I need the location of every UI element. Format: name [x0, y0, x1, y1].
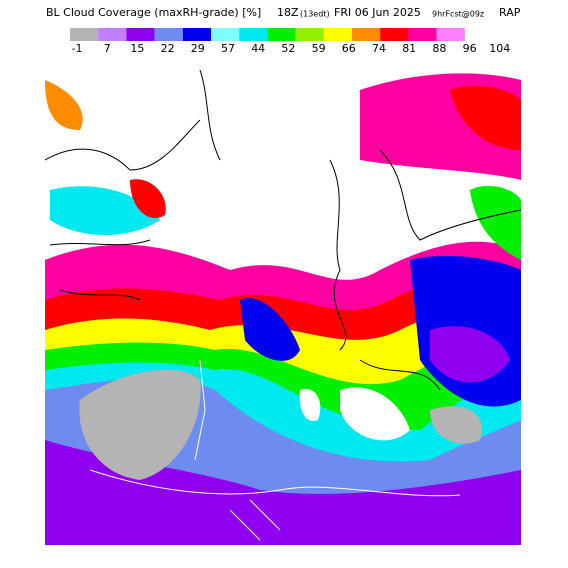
colorbar-swatch: [182, 28, 211, 41]
colorbar-label: 29: [191, 42, 205, 55]
colorbar-label: 59: [312, 42, 326, 55]
cloud-region: [240, 298, 300, 361]
colorbar-swatch: [70, 28, 99, 41]
cloud-region: [45, 80, 83, 130]
colorbar-label: 7: [104, 42, 111, 55]
forecast: 9hrFcst@09z: [432, 10, 484, 19]
cloud-region: [79, 369, 201, 480]
colorbar-label: 52: [281, 42, 295, 55]
cloud-region: [450, 85, 521, 150]
title: BL Cloud Coverage (maxRH-grade) [%]: [46, 6, 261, 19]
colorbar-swatch: [126, 28, 155, 41]
colorbar-swatch: [239, 28, 268, 41]
colorbar-swatch: [211, 28, 240, 41]
colorbar-label: 104: [489, 42, 510, 55]
colorbar-label: 57: [221, 42, 235, 55]
clear-region: [340, 387, 410, 441]
cloud-region: [430, 326, 510, 383]
map: [45, 70, 521, 545]
colorbar-label: 22: [161, 42, 175, 55]
colorbar-swatch: [267, 28, 296, 41]
cloud-region: [130, 179, 166, 219]
colorbar-swatch: [295, 28, 324, 41]
colorbar-label: 66: [342, 42, 356, 55]
date: FRI 06 Jun 2025: [334, 6, 421, 19]
cloud-region: [45, 440, 521, 545]
colorbar-label: 44: [251, 42, 265, 55]
colorbar-label: 81: [402, 42, 416, 55]
valid-time: 18Z: [277, 6, 299, 19]
colorbar-label: -1: [72, 42, 83, 55]
colorbar-swatch: [323, 28, 352, 41]
colorbar-swatch: [154, 28, 183, 41]
cloud-region: [430, 406, 482, 444]
local-time: (13edt): [300, 10, 330, 19]
cloud-region: [50, 186, 160, 235]
colorbar-swatch: [98, 28, 127, 41]
colorbar: -1 7 15 22 29 57 44 52 59 66 74 81 88 96 104: [70, 28, 510, 55]
colorbar-label: 15: [130, 42, 144, 55]
colorbar-swatch: [408, 28, 437, 41]
colorbar-label: 88: [432, 42, 446, 55]
colorbar-swatch: [436, 28, 465, 41]
clear-region: [150, 70, 310, 182]
clear-region: [299, 389, 321, 421]
colorbar-label: 74: [372, 42, 386, 55]
colorbar-swatch: [380, 28, 409, 41]
cloud-region: [470, 185, 521, 260]
colorbar-label: 96: [463, 42, 477, 55]
model: RAP: [499, 6, 521, 19]
colorbar-swatch: [352, 28, 381, 41]
